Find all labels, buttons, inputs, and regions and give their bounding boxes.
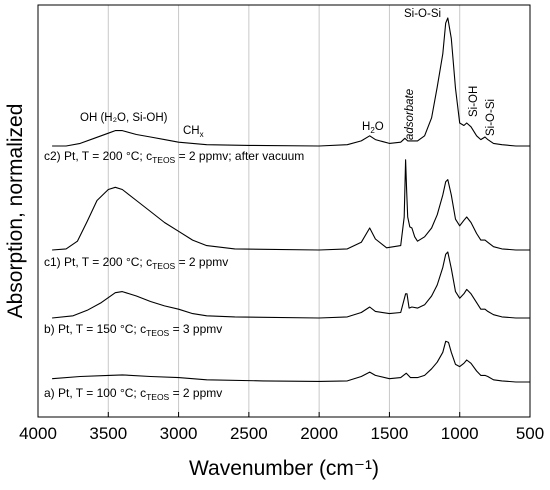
trace-label-b: b) Pt, T = 150 °C; cTEOS = 3 ppmv: [44, 322, 222, 338]
annotation-si-o-si-right: Si-O-Si: [485, 99, 497, 136]
vertical-grid: [107, 5, 461, 417]
x-axis-ticks: 4000 3500 3000 2500 2000 1500 1000 500: [19, 412, 544, 443]
trace-label-c2: c2) Pt, T = 200 °C; cTEOS = 2 ppmv; afte…: [44, 149, 304, 165]
x-tick-label: 3000: [160, 424, 198, 443]
trace-label-a: a) Pt, T = 100 °C; cTEOS = 2 ppmv: [44, 386, 222, 402]
x-tick-label: 2000: [300, 424, 338, 443]
annotation-adsorbate: adsorbate: [404, 89, 416, 140]
annotation-h2o: H2O: [362, 121, 384, 135]
annotation-si-o-si-top: Si-O-Si: [404, 8, 441, 20]
trace-a: [52, 340, 530, 383]
x-tick-label: 1500: [371, 424, 409, 443]
x-tick-label: 2500: [230, 424, 268, 443]
x-tick-label: 500: [516, 424, 544, 443]
x-tick-label: 1000: [441, 424, 479, 443]
y-axis-title: Absorption, normalized: [4, 104, 27, 319]
trace-c2: [52, 17, 530, 147]
plot-frame: [37, 4, 531, 418]
annotation-si-oh: Si-OH: [468, 86, 480, 117]
x-tick-label: 3500: [89, 424, 127, 443]
annotation-chx: CHx: [183, 125, 204, 139]
spectra-traces: [52, 17, 530, 383]
trace-b: [52, 251, 530, 319]
x-tick-label: 4000: [19, 424, 57, 443]
x-axis-title: Wavenumber (cm⁻¹): [189, 457, 379, 480]
annotation-oh: OH (H₂O, Si-OH): [80, 112, 168, 124]
trace-label-c1: c1) Pt, T = 200 °C; cTEOS = 2 ppmv: [44, 255, 228, 271]
trace-c1: [52, 159, 530, 251]
